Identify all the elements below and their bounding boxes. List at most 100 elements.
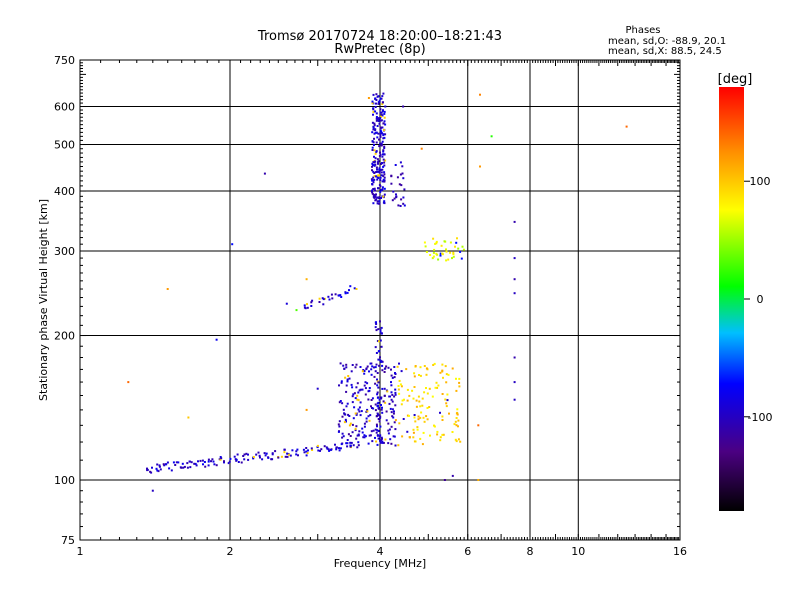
data-point (383, 180, 386, 183)
data-point (219, 458, 222, 461)
data-point (479, 165, 481, 168)
data-point (375, 431, 378, 434)
data-point (411, 389, 414, 392)
data-point (376, 136, 379, 139)
data-point (419, 405, 422, 408)
data-point (263, 172, 266, 175)
data-point (356, 394, 359, 397)
data-point (377, 437, 380, 440)
data-point (379, 439, 381, 442)
data-point (334, 293, 337, 296)
data-point (421, 443, 424, 446)
data-point (372, 110, 375, 113)
data-point (385, 419, 388, 422)
data-point (322, 303, 325, 306)
data-point (391, 199, 394, 202)
data-point (393, 435, 396, 438)
data-point (347, 433, 350, 436)
data-point (373, 164, 376, 167)
data-point (338, 384, 340, 387)
data-point (341, 415, 344, 418)
data-point (388, 428, 391, 431)
data-point (398, 379, 401, 382)
data-point (358, 406, 361, 409)
data-point (380, 436, 383, 439)
data-point (346, 378, 349, 381)
data-point (379, 330, 382, 333)
data-point (380, 174, 383, 177)
data-point (353, 287, 356, 290)
data-point (426, 392, 429, 395)
data-point (380, 197, 382, 199)
data-point (189, 466, 192, 469)
data-point (237, 461, 240, 463)
data-point (310, 301, 313, 304)
data-point (363, 422, 366, 425)
data-point (373, 175, 376, 177)
data-point (382, 133, 385, 136)
data-point (303, 451, 306, 454)
data-point (305, 278, 308, 281)
data-point (413, 416, 416, 419)
data-point (380, 397, 383, 400)
data-point (419, 374, 422, 377)
data-point (390, 398, 393, 401)
data-point (346, 402, 349, 405)
data-point (271, 458, 274, 461)
data-point (400, 198, 403, 201)
data-point (445, 259, 448, 262)
data-point (380, 119, 383, 122)
data-point (165, 463, 168, 466)
data-point (374, 157, 377, 160)
data-point (401, 399, 404, 402)
data-point (383, 193, 386, 196)
data-point (459, 250, 462, 253)
data-point (447, 373, 450, 376)
data-point (390, 425, 393, 428)
data-point (345, 363, 348, 366)
data-point (375, 117, 378, 120)
data-point (447, 258, 450, 261)
data-point (446, 393, 449, 396)
data-point (392, 190, 395, 193)
data-point (368, 370, 370, 373)
data-point (387, 429, 390, 432)
data-point (345, 384, 348, 387)
x-axis-ticks: 1 2 4 6 8 10 16 (77, 60, 687, 558)
data-point (186, 462, 189, 465)
data-point (423, 365, 426, 367)
data-point (363, 425, 366, 428)
data-point (441, 370, 444, 373)
data-point (394, 388, 397, 391)
data-point (151, 489, 154, 492)
data-point (462, 248, 465, 251)
data-point (367, 97, 370, 99)
data-point (351, 431, 354, 434)
y-axis-label: Stationary phase Virtual Height [km] (37, 199, 50, 401)
data-point (378, 184, 381, 186)
data-point (382, 109, 384, 112)
data-point (326, 447, 329, 450)
data-point (437, 258, 440, 261)
data-point (357, 391, 360, 394)
data-point (513, 292, 516, 295)
data-point (391, 376, 394, 379)
data-point (346, 445, 349, 448)
data-point (376, 396, 379, 399)
data-point (162, 463, 165, 466)
data-point (433, 362, 436, 365)
data-point (425, 373, 428, 376)
data-point (401, 172, 404, 175)
data-point (203, 461, 206, 463)
data-point (381, 140, 384, 143)
data-point (398, 392, 401, 395)
data-point (375, 116, 378, 118)
data-point (455, 440, 458, 443)
data-point (380, 360, 383, 363)
data-point (376, 168, 378, 171)
data-point (381, 387, 384, 390)
data-point (369, 414, 372, 417)
data-point (339, 447, 342, 450)
data-point (372, 161, 375, 164)
data-point (377, 95, 380, 98)
